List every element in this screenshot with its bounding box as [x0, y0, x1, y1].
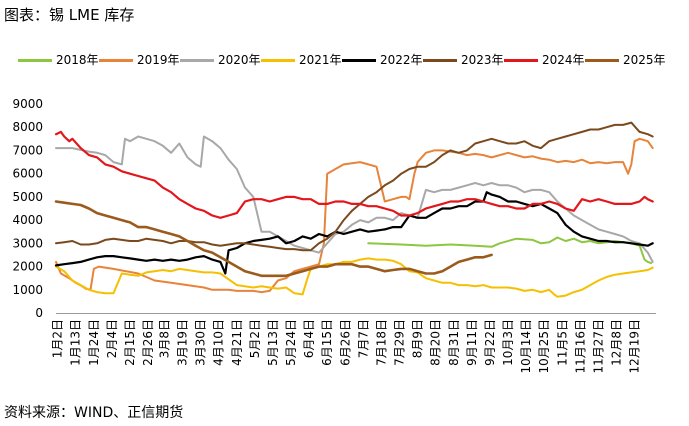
- x-tick-label: 6月15日: [320, 319, 334, 366]
- y-tick-label: 5000: [12, 190, 43, 204]
- x-tick-label: 1月2日: [51, 319, 65, 358]
- x-tick-label: 11月27日: [591, 319, 605, 374]
- legend-swatch: [180, 59, 214, 62]
- x-tick-label: 8月20日: [429, 319, 443, 366]
- series-line-2025年: [54, 200, 493, 278]
- legend-label: 2018年: [56, 53, 99, 67]
- series-line-2020年: [55, 135, 654, 263]
- x-tick-label: 1月13日: [69, 319, 83, 366]
- x-tick-label: 2月15日: [123, 319, 137, 366]
- x-tick-label: 6月4日: [302, 319, 316, 358]
- x-tick-label: 3月19日: [176, 319, 190, 366]
- legend-label: 2025年: [623, 53, 666, 67]
- y-tick-label: 3000: [12, 236, 43, 250]
- x-tick-label: 3月8日: [157, 319, 171, 358]
- y-tick-label: 0: [35, 306, 43, 320]
- x-tick-label: 10月3日: [501, 319, 515, 366]
- y-tick-label: 1000: [12, 283, 43, 297]
- x-tick-label: 9月22日: [483, 319, 497, 366]
- x-tick-label: 10月25日: [537, 319, 551, 374]
- y-tick-label: 6000: [12, 167, 43, 181]
- y-tick-label: 7000: [12, 143, 43, 157]
- legend-swatch: [18, 59, 52, 62]
- legend-label: 2024年: [542, 53, 585, 67]
- y-tick-label: 2000: [12, 260, 43, 274]
- series-line-2022年: [54, 191, 654, 275]
- x-tick-label: 8月31日: [447, 319, 461, 366]
- x-tick-label: 12月19日: [628, 319, 642, 374]
- chart-title: 图表：锡 LME 库存: [4, 6, 135, 24]
- x-tick-label: 3月30日: [194, 319, 208, 366]
- legend-swatch: [261, 59, 295, 62]
- source-note: 资料来源：WIND、正信期货: [4, 405, 184, 421]
- x-tick-label: 2月4日: [105, 319, 119, 358]
- series-line-2019年: [55, 137, 654, 294]
- legend-label: 2023年: [461, 53, 504, 67]
- legend-swatch: [423, 59, 457, 62]
- x-tick-label: 10月14日: [519, 319, 533, 374]
- x-tick-label: 1月24日: [87, 319, 101, 366]
- legend-swatch: [504, 59, 538, 62]
- legend-swatch: [99, 59, 133, 62]
- legend-label: 2022年: [380, 53, 423, 67]
- x-tick-label: 7月29日: [393, 319, 407, 366]
- legend-swatch: [342, 59, 376, 62]
- x-tick-label: 5月2日: [248, 319, 262, 358]
- x-tick-label: 5月13日: [266, 319, 280, 366]
- x-tick-label: 9月11日: [465, 319, 479, 366]
- series-line-2024年: [54, 130, 654, 219]
- series-line-2023年: [55, 121, 654, 252]
- x-tick-label: 5月24日: [284, 319, 298, 366]
- x-tick-label: 7月7日: [356, 319, 370, 358]
- y-tick-label: 4000: [12, 213, 43, 227]
- series-line-2021年: [55, 257, 654, 298]
- legend-swatch: [585, 59, 619, 62]
- legend-label: 2020年: [218, 53, 261, 67]
- y-tick-label: 9000: [12, 97, 43, 111]
- x-tick-label: 8月9日: [411, 319, 425, 358]
- x-tick-label: 4月21日: [230, 319, 244, 366]
- x-tick-label: 12月8日: [610, 319, 624, 366]
- x-tick-label: 4月10日: [212, 319, 226, 366]
- legend-label: 2021年: [299, 53, 342, 67]
- x-tick-label: 11月16日: [573, 319, 587, 374]
- x-tick-label: 2月26日: [141, 319, 155, 366]
- y-tick-label: 8000: [12, 120, 43, 134]
- x-tick-label: 7月18日: [374, 319, 388, 366]
- x-tick-label: 6月26日: [338, 319, 352, 366]
- legend-label: 2019年: [137, 53, 180, 67]
- x-tick-label: 11月5日: [555, 319, 569, 366]
